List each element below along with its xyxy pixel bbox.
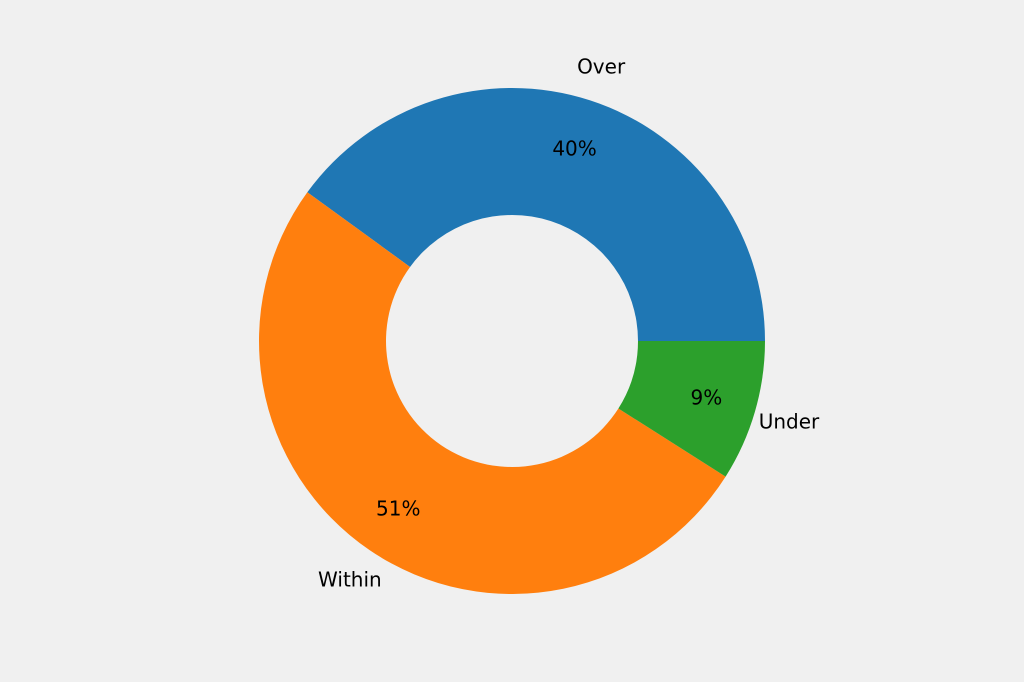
- slice-under: [618, 341, 765, 477]
- slice-within: [259, 192, 726, 594]
- category-label: Under: [759, 409, 820, 433]
- percent-label: 40%: [552, 137, 596, 161]
- slices: [259, 88, 765, 594]
- percent-label: 51%: [376, 496, 420, 520]
- category-label: Within: [318, 568, 382, 592]
- labels: Over 40% Within 51% Under 9%: [318, 55, 820, 592]
- slice-over: [307, 88, 765, 341]
- percent-label: 9%: [690, 385, 722, 409]
- category-label: Over: [577, 55, 626, 79]
